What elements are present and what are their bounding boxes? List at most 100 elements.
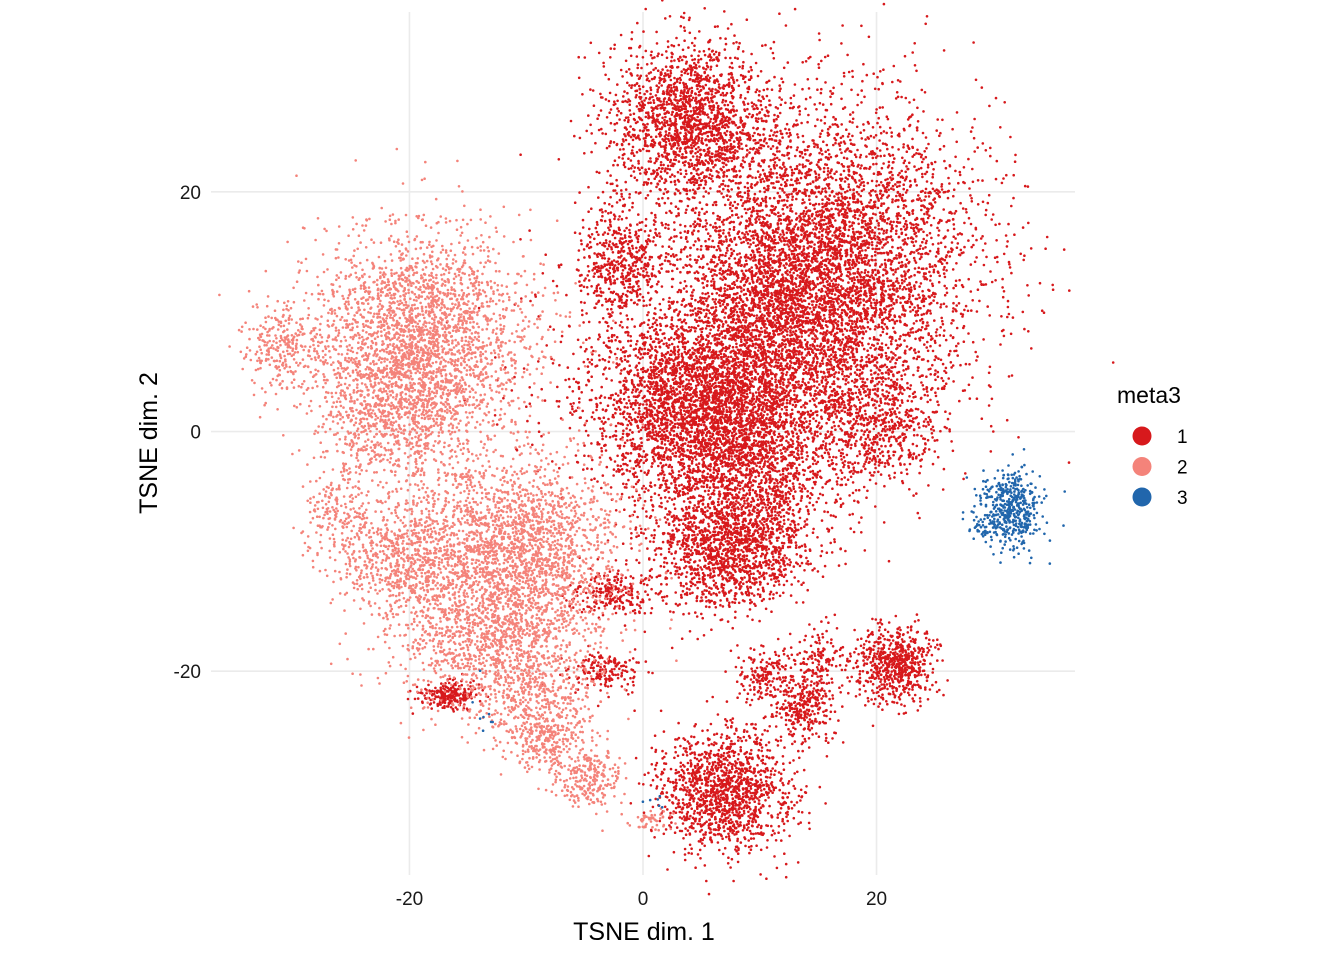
data-point <box>710 99 713 102</box>
data-point <box>691 96 695 100</box>
data-point <box>689 65 693 69</box>
data-point <box>726 27 730 30</box>
data-point <box>696 80 699 83</box>
data-point <box>855 275 859 279</box>
data-point <box>826 148 830 152</box>
data-point <box>859 175 863 178</box>
data-point <box>627 142 631 146</box>
data-point <box>698 224 701 228</box>
data-point <box>755 113 759 116</box>
data-point <box>866 204 869 208</box>
data-point <box>680 15 683 19</box>
data-point <box>933 201 937 204</box>
data-point <box>663 181 666 185</box>
data-point <box>762 366 765 369</box>
data-point <box>573 134 576 138</box>
data-point <box>835 331 839 335</box>
data-point <box>816 143 819 147</box>
data-point <box>784 127 787 131</box>
data-point <box>867 353 870 357</box>
data-point <box>628 99 632 103</box>
data-point <box>721 253 724 257</box>
data-point <box>727 125 730 129</box>
data-point <box>957 181 960 185</box>
data-point <box>875 147 879 150</box>
data-point <box>918 257 922 261</box>
data-point <box>968 363 971 366</box>
data-point <box>731 89 735 93</box>
data-point <box>759 99 763 103</box>
data-point <box>677 207 680 211</box>
data-point <box>895 290 898 293</box>
data-point <box>676 77 680 81</box>
data-point <box>618 148 622 151</box>
data-point <box>896 205 900 209</box>
data-point <box>798 154 802 158</box>
data-point <box>614 321 617 325</box>
data-point <box>768 173 772 177</box>
data-point <box>1006 299 1010 303</box>
data-point <box>705 210 708 214</box>
data-point <box>1008 266 1012 269</box>
data-point <box>617 109 620 113</box>
data-point <box>874 213 877 216</box>
data-point <box>948 255 952 258</box>
data-point <box>621 100 624 103</box>
data-point <box>724 254 727 257</box>
data-point <box>732 140 736 143</box>
data-point <box>667 134 670 137</box>
data-point <box>640 109 643 112</box>
data-point <box>974 350 977 354</box>
data-point <box>669 93 673 97</box>
data-point <box>826 54 830 57</box>
data-point <box>897 198 900 202</box>
data-point <box>820 214 824 217</box>
data-point <box>892 326 895 330</box>
data-point <box>795 197 798 201</box>
data-point <box>801 87 804 91</box>
data-point <box>661 138 664 141</box>
data-point <box>915 152 918 155</box>
point-layer <box>218 0 1115 896</box>
data-point <box>874 190 877 193</box>
data-point <box>762 119 765 123</box>
data-point <box>728 147 732 151</box>
data-point <box>839 179 843 182</box>
data-point <box>660 177 664 180</box>
data-point <box>695 169 698 172</box>
data-point <box>921 240 924 244</box>
data-point <box>601 132 604 135</box>
data-point <box>691 141 695 145</box>
data-point <box>577 249 581 252</box>
data-point <box>840 213 844 216</box>
data-point <box>724 107 728 111</box>
data-point <box>698 156 702 159</box>
data-point <box>972 41 975 44</box>
data-point <box>851 266 855 270</box>
data-point <box>898 184 901 188</box>
data-point <box>818 167 822 171</box>
data-point <box>894 361 897 365</box>
data-point <box>691 129 694 133</box>
data-point <box>687 124 690 128</box>
data-point <box>829 155 833 159</box>
data-point <box>638 46 641 49</box>
data-point <box>705 77 709 80</box>
data-point <box>693 163 697 167</box>
data-point <box>894 280 898 283</box>
data-point <box>690 54 693 58</box>
data-point <box>569 119 573 123</box>
data-point <box>631 164 634 168</box>
data-point <box>890 342 893 346</box>
data-point <box>823 215 827 219</box>
data-point <box>755 106 759 110</box>
data-point <box>684 55 687 59</box>
data-point <box>836 192 840 196</box>
data-point <box>903 339 906 342</box>
data-point <box>664 65 668 68</box>
data-point <box>648 116 652 119</box>
data-point <box>741 50 745 53</box>
data-point <box>708 76 712 80</box>
data-point <box>628 84 631 87</box>
data-point <box>689 246 692 250</box>
